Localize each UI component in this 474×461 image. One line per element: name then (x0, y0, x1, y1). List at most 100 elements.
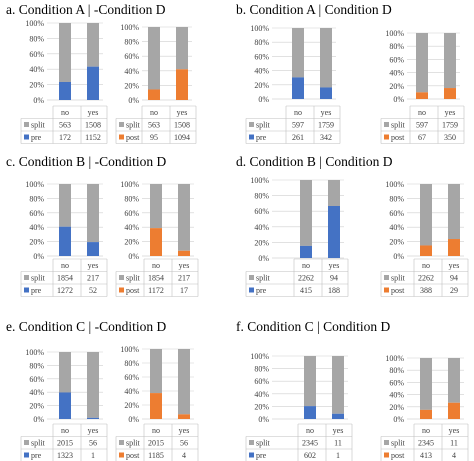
category-label: no (150, 108, 158, 117)
y-tick-label: 60% (389, 55, 404, 64)
y-tick-label: 20% (254, 238, 269, 247)
y-tick-label: 100% (120, 23, 139, 32)
category-label: yes (179, 261, 190, 270)
data-label-split: 11 (450, 439, 458, 448)
y-tick-label: 20% (254, 402, 269, 411)
y-tick-label: 0% (33, 415, 44, 424)
bar-post-no (150, 228, 162, 256)
legend-swatch-split (249, 275, 254, 280)
legend-swatch-pre (249, 452, 254, 458)
bar-pre-yes (87, 66, 99, 100)
legend-label-pre: pre (256, 286, 267, 295)
y-tick-label: 60% (254, 377, 269, 386)
data-label-pre: 342 (320, 133, 332, 142)
data-label-post: 29 (450, 286, 458, 295)
category-label: no (152, 426, 160, 435)
legend-label-split: split (256, 274, 271, 283)
legend-label-post: post (126, 133, 140, 142)
data-label-pre: 1 (336, 451, 340, 460)
legend-swatch-split (384, 122, 389, 127)
y-tick-label: 40% (29, 223, 44, 232)
bar-pre-no (59, 392, 71, 419)
data-label-split: 563 (148, 121, 160, 130)
legend-label-pre: pre (31, 286, 42, 295)
y-tick-label: 0% (128, 252, 139, 261)
bar-split-no (420, 184, 432, 246)
y-tick-label: 20% (29, 238, 44, 247)
legend-label-post: post (126, 451, 140, 460)
bar-pre-yes (320, 87, 332, 99)
data-label-split: 2015 (148, 439, 164, 448)
legend-label-pre: pre (256, 133, 267, 142)
bar-split-no (304, 356, 316, 407)
y-tick-label: 20% (124, 81, 139, 90)
category-label: no (61, 261, 69, 270)
y-tick-label: 80% (254, 38, 269, 47)
bar-split-no (59, 352, 71, 393)
bar-post-yes (448, 402, 460, 419)
y-tick-label: 60% (389, 378, 404, 387)
legend-swatch-split (249, 440, 254, 445)
y-tick-label: 40% (29, 388, 44, 397)
category-label: yes (449, 426, 460, 435)
bar-split-yes (448, 184, 460, 240)
bar-pre-no (304, 406, 316, 419)
bar-pre-yes (328, 206, 340, 258)
y-tick-label: 100% (250, 176, 269, 185)
data-label-pre: 261 (292, 133, 304, 142)
category-label: no (61, 108, 69, 117)
data-label-pre: 52 (89, 286, 97, 295)
data-label-split: 56 (180, 439, 188, 448)
bar-post-no (148, 89, 160, 100)
y-tick-label: 60% (29, 209, 44, 218)
y-tick-label: 40% (124, 387, 139, 396)
legend-swatch-split (24, 122, 29, 127)
y-tick-label: 100% (385, 354, 404, 363)
data-label-split: 56 (89, 439, 97, 448)
category-label: no (61, 426, 69, 435)
bar-pre-no (59, 226, 71, 256)
bar-split-no (150, 184, 162, 229)
data-label-pre: 1323 (57, 451, 73, 460)
y-tick-label: 0% (128, 96, 139, 105)
y-tick-label: 60% (29, 50, 44, 59)
legend-swatch-pre (24, 287, 29, 293)
data-label-split: 2015 (57, 439, 73, 448)
legend-swatch-pre (24, 134, 29, 140)
data-label-split: 217 (87, 274, 99, 283)
y-tick-label: 0% (33, 252, 44, 261)
legend-swatch-split (24, 440, 29, 445)
bar-post-no (420, 245, 432, 256)
y-tick-label: 60% (254, 52, 269, 61)
data-label-pre: 602 (304, 451, 316, 460)
data-label-pre: 1 (91, 451, 95, 460)
legend-label-post: post (391, 133, 405, 142)
legend-swatch-post (119, 134, 124, 140)
legend-swatch-post (384, 134, 389, 140)
legend-swatch-split (384, 440, 389, 445)
y-tick-label: 20% (389, 403, 404, 412)
data-label-split: 11 (334, 439, 342, 448)
y-tick-label: 20% (29, 81, 44, 90)
legend-label-pre: pre (256, 451, 267, 460)
data-label-post: 388 (420, 286, 432, 295)
bar-pre-no (300, 245, 312, 258)
bar-post-yes (176, 69, 188, 100)
y-tick-label: 100% (25, 19, 44, 28)
data-label-split: 1759 (442, 121, 458, 130)
legend-label-split: split (391, 121, 406, 130)
legend-swatch-pre (249, 287, 254, 293)
legend-swatch-post (384, 452, 389, 458)
bar-split-no (420, 358, 432, 410)
y-tick-label: 40% (124, 223, 139, 232)
data-label-split: 2345 (418, 439, 434, 448)
bar-split-yes (87, 23, 99, 67)
panel-title-f: f. Condition C | Condition D (236, 319, 390, 334)
data-label-split: 1854 (148, 274, 164, 283)
y-tick-label: 0% (393, 95, 404, 104)
y-tick-label: 20% (124, 401, 139, 410)
bar-split-no (292, 28, 304, 78)
y-tick-label: 60% (124, 209, 139, 218)
bar-post-yes (178, 414, 190, 419)
